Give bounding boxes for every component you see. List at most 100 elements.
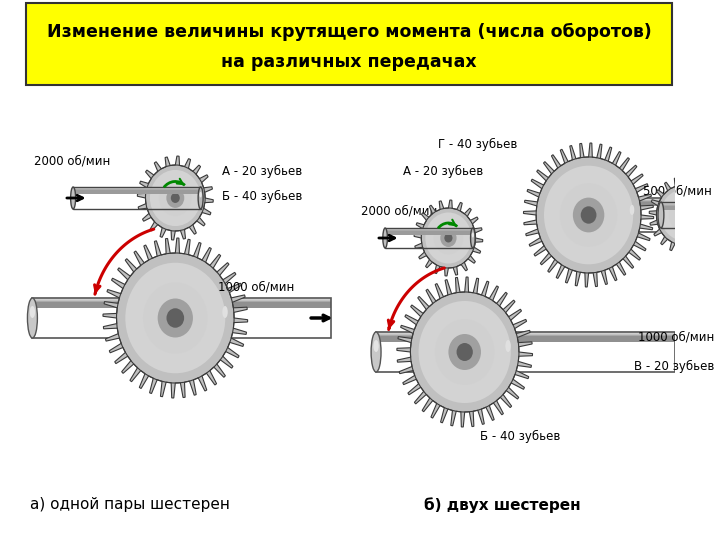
Circle shape [669, 199, 698, 232]
Bar [508, 336, 675, 341]
Bar [632, 200, 720, 205]
Polygon shape [103, 238, 248, 398]
Circle shape [660, 190, 706, 240]
Bar [225, 302, 331, 307]
Bar [376, 333, 421, 338]
Bar [632, 199, 720, 203]
Bar [632, 202, 720, 206]
Bar [661, 204, 720, 209]
Circle shape [559, 183, 618, 247]
Ellipse shape [630, 205, 634, 215]
Circle shape [158, 299, 193, 338]
Bar [225, 298, 331, 303]
Bar [32, 298, 125, 338]
Circle shape [125, 263, 225, 373]
Bar [661, 202, 720, 207]
Text: А - 20 зубьев: А - 20 зубьев [222, 165, 302, 178]
Ellipse shape [30, 306, 35, 318]
Text: 2000 об/мин: 2000 об/мин [361, 205, 437, 218]
Bar [376, 336, 421, 341]
Bar [376, 332, 421, 338]
Bar [32, 302, 125, 307]
Bar [632, 201, 720, 206]
Bar [225, 302, 331, 308]
Bar [73, 187, 201, 209]
Bar [376, 335, 421, 341]
Ellipse shape [503, 332, 513, 372]
Ellipse shape [383, 228, 387, 248]
Circle shape [159, 180, 192, 216]
Circle shape [435, 319, 495, 385]
Circle shape [171, 193, 180, 203]
Bar [632, 198, 720, 202]
Text: 1000 об/мин: 1000 об/мин [639, 330, 714, 343]
Text: 2000 об/мин: 2000 об/мин [35, 155, 110, 168]
Ellipse shape [505, 340, 510, 352]
Text: на различных передачах: на различных передачах [221, 53, 477, 71]
Bar [385, 228, 473, 248]
Bar [73, 187, 201, 191]
Bar [225, 300, 331, 306]
Bar [32, 300, 125, 306]
Bar [73, 187, 201, 192]
Bar [385, 231, 473, 234]
Text: Б - 40 зубьев: Б - 40 зубьев [480, 430, 560, 443]
Ellipse shape [628, 198, 636, 232]
Bar [632, 200, 720, 204]
Circle shape [456, 343, 473, 361]
Circle shape [426, 213, 472, 264]
Bar [32, 299, 125, 304]
Bar [32, 300, 125, 306]
Circle shape [444, 233, 452, 242]
Bar [661, 206, 720, 211]
Bar [508, 334, 675, 340]
Bar [508, 333, 675, 339]
Bar [376, 334, 421, 340]
Bar [632, 198, 720, 232]
Ellipse shape [222, 306, 228, 318]
Bar [385, 230, 473, 233]
Circle shape [166, 308, 184, 328]
Bar [225, 301, 331, 307]
Bar [632, 199, 720, 204]
Ellipse shape [199, 192, 202, 198]
Text: Б - 40 зубьев: Б - 40 зубьев [222, 190, 302, 203]
Bar [32, 298, 125, 303]
Bar [225, 299, 331, 304]
Bar [376, 334, 421, 339]
Bar [73, 190, 201, 194]
Bar [508, 332, 675, 338]
Text: Г - 40 зубьев: Г - 40 зубьев [438, 138, 517, 151]
Bar [26, 3, 672, 85]
Bar [376, 336, 421, 342]
Text: б) двух шестерен: б) двух шестерен [424, 497, 581, 513]
Text: 500 об/мин: 500 об/мин [643, 185, 711, 198]
Ellipse shape [71, 187, 76, 209]
Ellipse shape [374, 340, 379, 352]
Bar [661, 205, 720, 210]
Circle shape [418, 301, 510, 403]
Bar [32, 302, 125, 308]
Bar [508, 332, 675, 372]
Polygon shape [649, 177, 718, 253]
Circle shape [449, 334, 481, 370]
Bar [632, 201, 720, 205]
Bar [376, 332, 421, 372]
Bar [73, 189, 201, 193]
Circle shape [544, 166, 633, 264]
Ellipse shape [371, 332, 381, 372]
Ellipse shape [220, 298, 230, 338]
Circle shape [581, 206, 596, 224]
Bar [376, 333, 421, 339]
Circle shape [143, 282, 207, 354]
Bar [385, 230, 473, 234]
Polygon shape [414, 200, 482, 276]
Bar [508, 336, 675, 342]
Bar [385, 228, 473, 232]
Text: А - 20 зубьев: А - 20 зубьев [403, 165, 483, 178]
Bar [661, 202, 720, 207]
Circle shape [433, 221, 464, 254]
Bar [32, 301, 125, 307]
Bar [73, 188, 201, 192]
Bar [225, 300, 331, 306]
